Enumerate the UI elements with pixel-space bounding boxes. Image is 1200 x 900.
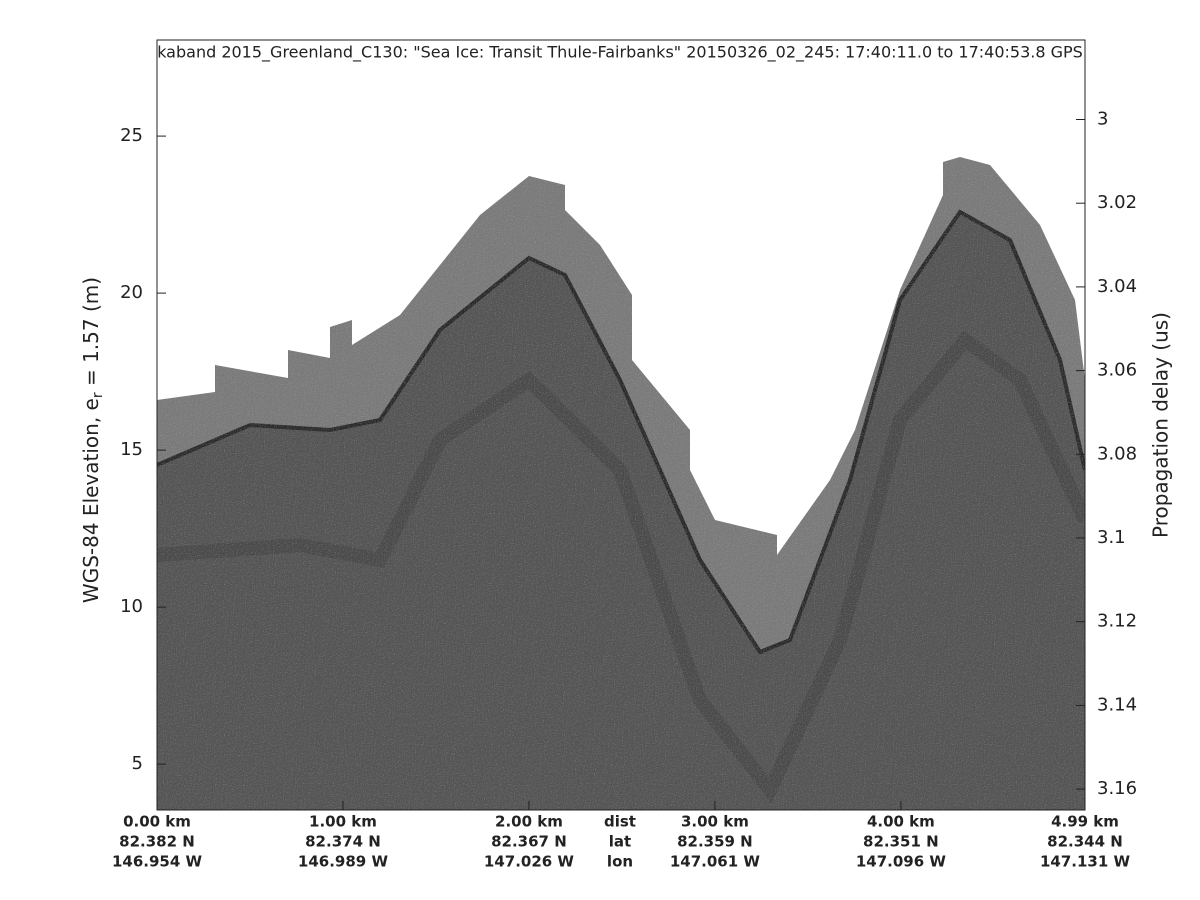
y-tick-label: 15 [120,439,143,460]
y2-tick-label: 3.14 [1097,694,1137,715]
lon-label: 146.989 W [298,853,389,871]
lon-label: 147.096 W [856,853,947,871]
y-tick-label: 5 [132,753,143,774]
x-tick-label: 4.99 km [1051,813,1119,831]
y-tick-label: 10 [120,596,143,617]
lon-label: 146.954 W [112,853,203,871]
lat-label: 82.359 N [677,833,753,851]
y2-axis-label: Propagation delay (us) [1149,312,1173,538]
y-label-part: = 1.57 (m) [79,277,103,392]
y2-tick-label: 3.08 [1097,443,1137,464]
x-tick-label: 1.00 km [309,813,377,831]
x-tick-label: 4.00 km [867,813,935,831]
x-tick-label: 2.00 km [495,813,563,831]
y2-tick-label: 3.1 [1097,527,1126,548]
row-label: lon [607,853,633,871]
lat-label: 82.382 N [119,833,195,851]
y-tick-label: 20 [120,282,143,303]
echogram [157,157,1085,810]
lat-label: 82.374 N [305,833,381,851]
lat-label: 82.367 N [491,833,567,851]
lon-label: 147.061 W [670,853,761,871]
plot-frame [156,39,1086,811]
lat-label: 82.344 N [1047,833,1123,851]
y-label-subscript: r [90,392,106,398]
y2-tick-label: 3.02 [1097,192,1137,213]
y2-tick-label: 3 [1097,109,1108,130]
y-label-part: WGS-84 Elevation, e [79,398,103,603]
y2-tick-label: 3.06 [1097,360,1137,381]
y2-tick-label: 3.04 [1097,276,1137,297]
y2-tick-label: 3.12 [1097,611,1137,632]
lon-label: 147.026 W [484,853,575,871]
chart-title: kaband 2015_Greenland_C130: "Sea Ice: Tr… [157,43,1083,63]
x-tick-label: 3.00 km [681,813,749,831]
lat-label: 82.351 N [863,833,939,851]
y-tick-label: 25 [120,125,143,146]
row-label: lat [609,833,631,851]
row-label: dist [604,813,636,831]
y-axis-label: WGS-84 Elevation, er = 1.57 (m) [79,277,107,603]
y2-tick-label: 3.16 [1097,778,1137,799]
lon-label: 147.131 W [1040,853,1131,871]
x-tick-label: 0.00 km [123,813,191,831]
